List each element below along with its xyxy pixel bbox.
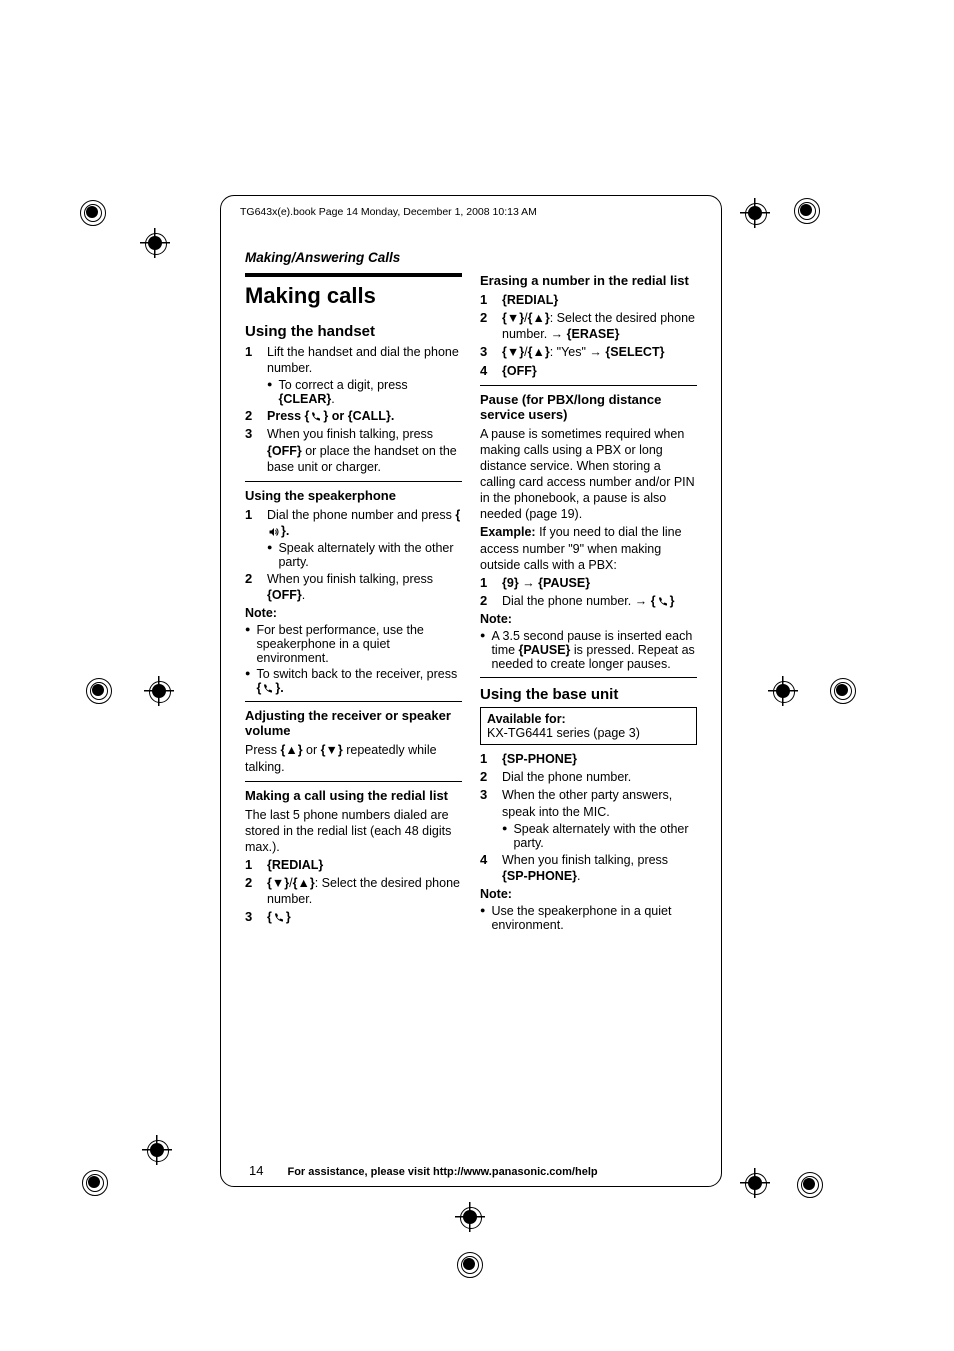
reg-mark (140, 228, 170, 258)
reg-mark (144, 676, 174, 706)
step-text: When the other party answers, speak into… (502, 787, 697, 819)
bullet-text: To switch back to the receiver, press {}… (256, 667, 462, 695)
speaker-icon (267, 526, 281, 538)
reg-mark (80, 1168, 108, 1196)
reg-mark (740, 198, 770, 228)
step-text: Press {} or {CALL}. (267, 408, 462, 424)
body-text: The last 5 phone numbers dialed are stor… (245, 807, 462, 855)
body-text: Example: If you need to dial the line ac… (480, 524, 697, 572)
bullet-text: Use the speakerphone in a quiet environm… (491, 904, 697, 932)
step-text: {9} → {PAUSE} (502, 575, 697, 591)
bullet-text: For best performance, use the speakerpho… (256, 623, 462, 665)
reg-mark (828, 676, 856, 704)
manual-page: TG643x(e).book Page 14 Monday, December … (0, 0, 954, 1351)
heading-handset: Using the handset (245, 323, 462, 340)
step-text: {▼}/{▲}: "Yes" → {SELECT} (502, 344, 697, 360)
reg-mark (142, 1135, 172, 1165)
talk-icon (272, 912, 286, 924)
heading-speakerphone: Using the speakerphone (245, 488, 462, 503)
step-text: {} (267, 909, 462, 925)
left-column: Making calls Using the handset 1Lift the… (245, 273, 462, 932)
step-text: {SP-PHONE} (502, 751, 697, 767)
content-frame: Making/Answering Calls Making calls Usin… (220, 195, 722, 1187)
heading-pause: Pause (for PBX/long distance service use… (480, 392, 697, 422)
available-box: Available for: KX-TG6441 series (page 3) (480, 707, 697, 745)
note-label: Note: (480, 886, 697, 902)
reg-mark (84, 676, 112, 704)
right-column: Erasing a number in the redial list 1{RE… (480, 273, 697, 932)
body-text: A pause is sometimes required when makin… (480, 426, 697, 523)
step-text: Dial the phone number and press {}. (267, 507, 462, 539)
talk-icon (261, 683, 275, 695)
body-text: Press {▲} or {▼} repeatedly while talkin… (245, 742, 462, 774)
heading-redial: Making a call using the redial list (245, 788, 462, 803)
reg-mark (740, 1168, 770, 1198)
heading-volume: Adjusting the receiver or speaker volume (245, 708, 462, 738)
heading-base: Using the base unit (480, 686, 697, 703)
step-text: Dial the phone number. → {} (502, 593, 697, 609)
page-number: 14 (249, 1163, 263, 1178)
reg-mark (455, 1250, 483, 1278)
page-title: Making calls (245, 283, 462, 309)
step-text: {REDIAL} (502, 292, 697, 308)
bullet-text: Speak alternately with the other party. (513, 822, 697, 850)
step-text: When you finish talking, press {OFF}. (267, 571, 462, 603)
step-text: Dial the phone number. (502, 769, 697, 785)
bullet-text: Speak alternately with the other party. (278, 541, 462, 569)
footer-help: For assistance, please visit http://www.… (287, 1166, 597, 1178)
reg-mark (795, 1170, 823, 1198)
step-text: When you finish talking, press {SP-PHONE… (502, 852, 697, 884)
rule (245, 273, 462, 277)
step-text: When you finish talking, press {OFF} or … (267, 426, 462, 474)
step-text: {▼}/{▲}: Select the desired phone number… (267, 875, 462, 907)
step-text: {▼}/{▲}: Select the desired phone number… (502, 310, 697, 342)
reg-mark (768, 676, 798, 706)
bullet-text: A 3.5 second pause is inserted each time… (491, 629, 697, 671)
available-text: KX-TG6441 series (page 3) (487, 726, 690, 740)
heading-erase: Erasing a number in the redial list (480, 273, 697, 288)
bullet-text: To correct a digit, press {CLEAR}. (278, 378, 462, 406)
reg-mark (455, 1202, 485, 1232)
note-label: Note: (480, 611, 697, 627)
talk-icon (309, 411, 323, 423)
reg-mark (78, 198, 106, 226)
step-text: {OFF} (502, 363, 697, 379)
reg-mark (792, 196, 820, 224)
available-title: Available for: (487, 712, 690, 726)
step-text: {REDIAL} (267, 857, 462, 873)
talk-icon (656, 596, 670, 608)
section-header: Making/Answering Calls (245, 250, 697, 265)
note-label: Note: (245, 605, 462, 621)
page-footer: 14 For assistance, please visit http://w… (249, 1163, 697, 1178)
step-text: Lift the handset and dial the phone numb… (267, 344, 462, 376)
